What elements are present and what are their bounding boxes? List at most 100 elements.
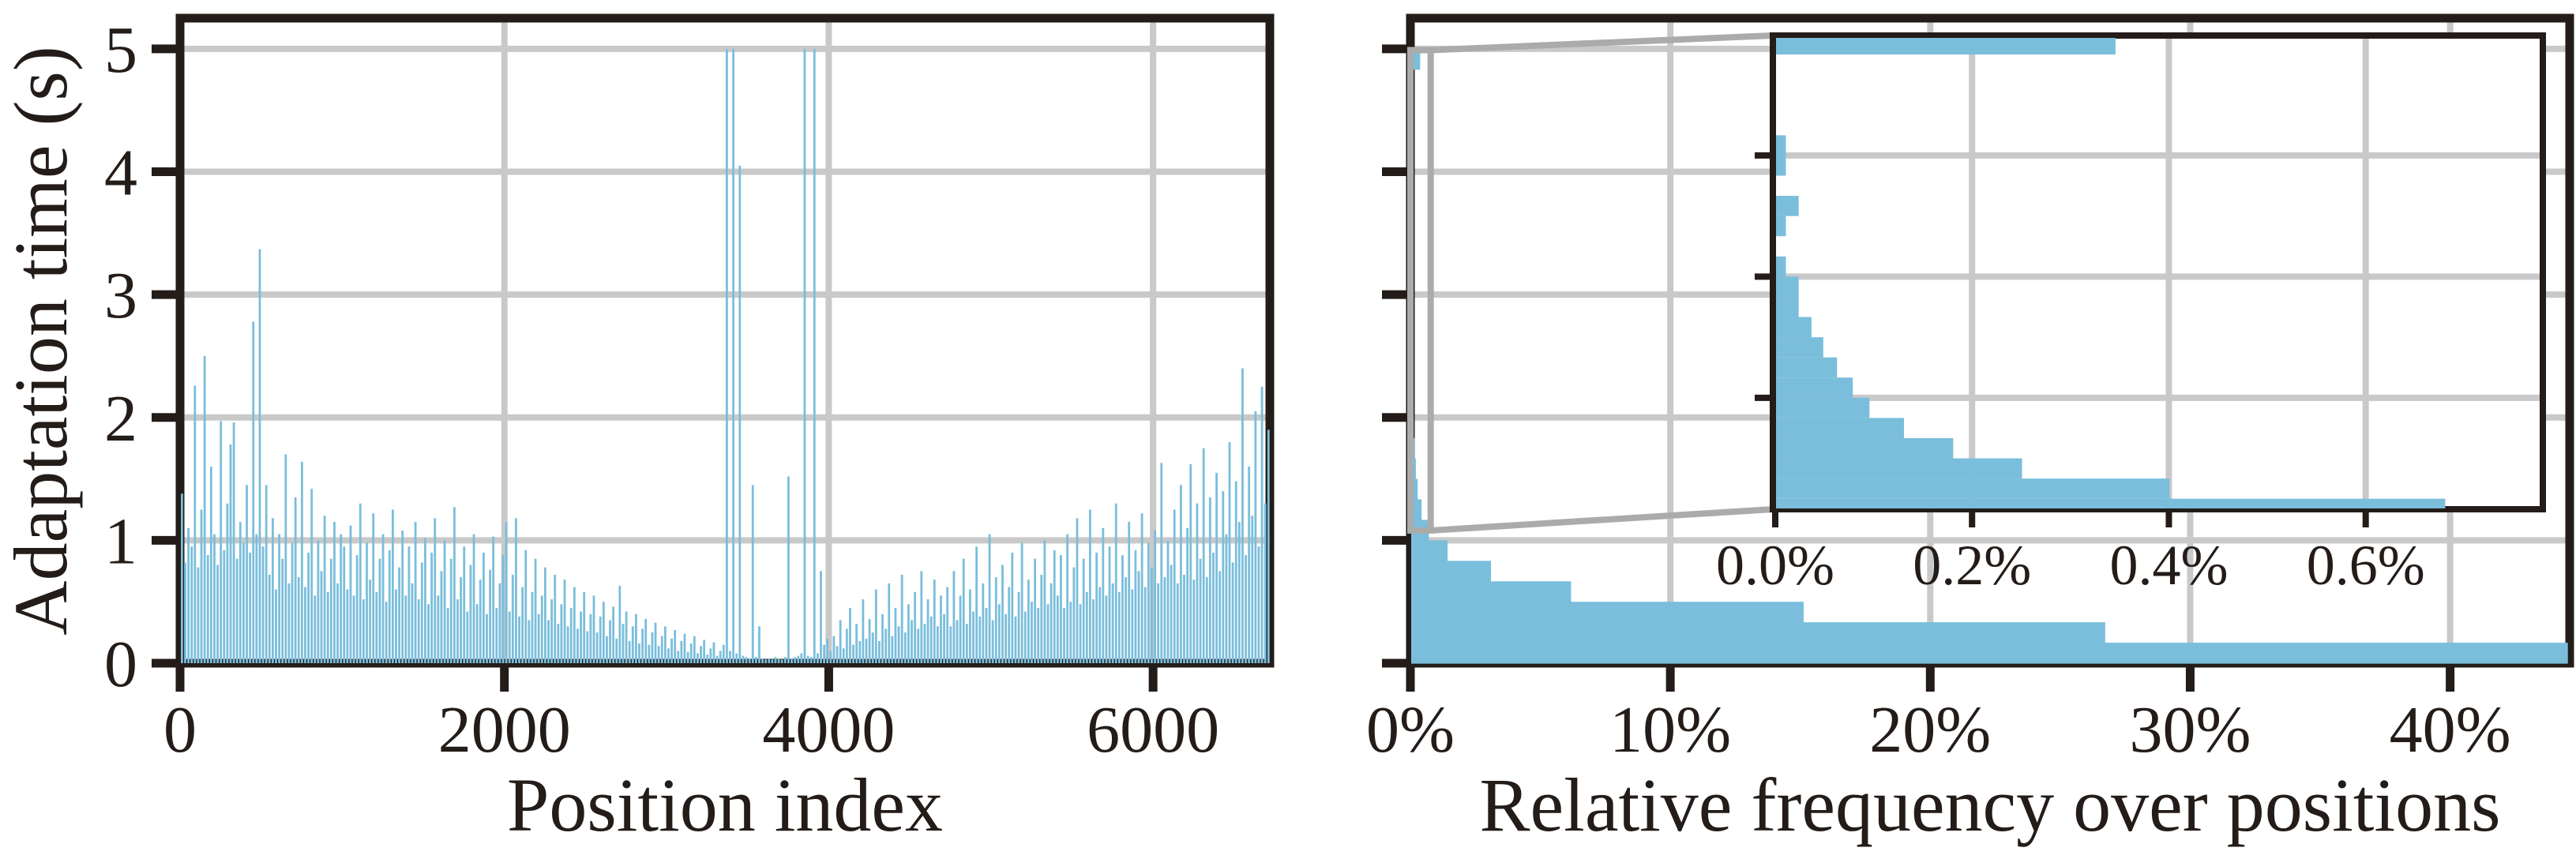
adaptation-bar [1125,577,1127,663]
adaptation-bar [534,558,537,663]
inset-hist-bar [1776,478,2170,499]
adaptation-bar [1222,491,1225,663]
adaptation-bar [446,607,449,663]
adaptation-bar [1137,571,1140,663]
adaptation-bar [1170,565,1173,663]
adaptation-bar [748,658,751,663]
hist-bar [1411,622,2105,643]
adaptation-bar [621,624,625,663]
adaptation-bar [304,587,306,663]
adaptation-bar [460,577,463,663]
adaptation-bar [803,48,806,663]
adaptation-bar [193,385,197,663]
adaptation-bar [200,509,203,663]
adaptation-bar [703,640,706,663]
adaptation-bar [359,503,362,663]
adaptation-bar [651,632,654,663]
adaptation-bar [667,648,670,663]
adaptation-bar [511,574,514,663]
adaptation-bar [1192,580,1196,663]
adaptation-bar [1092,599,1095,663]
zoom-connector-bottom [1430,506,1774,534]
adaptation-time-series [181,48,1270,663]
adaptation-bar [1183,574,1185,663]
adaptation-bar [917,628,920,663]
adaptation-bar [278,534,281,663]
adaptation-bar [975,546,978,663]
adaptation-bar [1046,604,1050,663]
adaptation-bar [294,497,297,663]
adaptation-bar [291,542,294,663]
adaptation-bar [595,632,599,663]
adaptation-bar [618,585,621,663]
adaptation-bar [609,620,611,663]
adaptation-bar [641,628,644,663]
adaptation-bar [891,636,894,663]
adaptation-bar [1011,552,1014,663]
adaptation-bar [674,629,677,663]
adaptation-bar [800,653,803,663]
adaptation-bar [1143,587,1147,663]
adaptation-bar [385,602,388,663]
adaptation-bar [940,595,942,663]
adaptation-bar [732,48,735,663]
left-x-tick-label: 6000 [1087,693,1219,767]
adaptation-bar [1205,577,1208,663]
adaptation-bar [1089,509,1091,663]
adaptation-bar [560,604,563,663]
adaptation-bar [343,546,346,663]
adaptation-bar [697,653,699,663]
adaptation-bar [706,655,709,663]
adaptation-bar [184,562,186,663]
adaptation-bar [787,476,790,663]
left-y-tick-label: 0 [104,628,137,701]
adaptation-bar [1147,542,1150,663]
adaptation-bar [900,574,903,663]
inset-histogram [1776,38,2446,508]
adaptation-bar [878,640,881,663]
adaptation-bar [420,562,423,663]
adaptation-bar [845,628,848,663]
adaptation-bar [1257,546,1260,663]
adaptation-bar [839,620,842,663]
adaptation-bar [982,583,985,663]
adaptation-bar [586,631,589,663]
adaptation-bar [505,522,508,663]
adaptation-bar [275,589,277,663]
adaptation-bar [1231,562,1234,663]
adaptation-bar [1248,467,1251,663]
adaptation-bar [1241,368,1244,663]
hist-bar [1411,540,1448,561]
adaptation-bar [1001,565,1004,663]
adaptation-bar [1040,574,1043,663]
left-x-tick-label: 4000 [762,693,895,767]
adaptation-bar [336,583,339,663]
adaptation-bar [858,640,862,663]
adaptation-bar [693,636,696,663]
adaptation-bar [411,583,414,663]
adaptation-bar [680,640,683,663]
inset-hist-bar [1776,458,2022,479]
adaptation-bar [443,540,446,663]
adaptation-bar [1027,580,1030,663]
adaptation-bar [417,599,420,663]
adaptation-bar [683,633,686,663]
adaptation-bar [362,599,365,663]
inset-hist-bar [1776,276,1799,297]
adaptation-bar [434,518,437,663]
adaptation-bar [329,558,332,663]
adaptation-bar [1225,534,1228,663]
adaptation-bar [314,595,317,663]
inset-hist-bar [1776,296,1799,317]
adaptation-bar [1063,607,1065,663]
adaptation-bar [991,620,994,663]
left-x-axis-label: Position index [507,763,943,847]
inset-hist-bar [1776,437,1954,459]
adaptation-bar [969,589,971,663]
adaptation-bar [615,638,618,663]
adaptation-bar [569,607,573,663]
adaptation-bar [722,644,725,663]
adaptation-bar [489,569,491,663]
zoom-indicator [1407,32,1774,534]
